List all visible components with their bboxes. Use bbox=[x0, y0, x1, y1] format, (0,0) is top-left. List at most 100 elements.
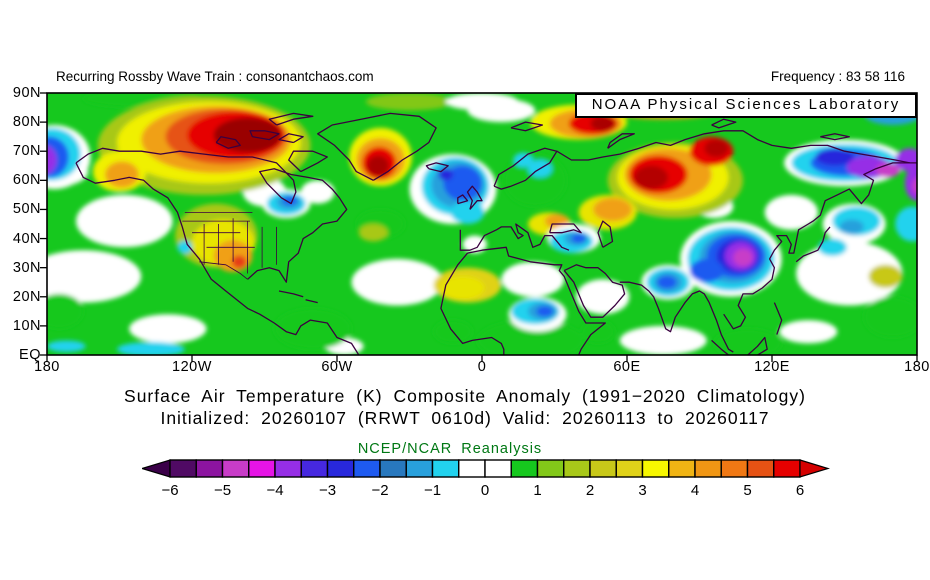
anomaly-blob bbox=[904, 165, 917, 201]
anomaly-blob bbox=[47, 340, 86, 353]
anomaly-blob bbox=[76, 194, 173, 248]
x-axis-label: 60E bbox=[613, 359, 641, 375]
coastline-path bbox=[723, 162, 917, 330]
anomaly-blob bbox=[764, 194, 818, 230]
colorbar-cell bbox=[746, 459, 775, 478]
colorbar-right-arrow bbox=[799, 459, 831, 478]
page-note-left: Recurring Rossby Wave Train : consonantc… bbox=[56, 69, 374, 84]
colorbar-cell bbox=[353, 459, 381, 478]
x-axis-label: 120E bbox=[754, 359, 790, 375]
anomaly-blob bbox=[462, 235, 487, 254]
anomaly-blob bbox=[733, 248, 753, 267]
anomaly-blob bbox=[912, 177, 917, 195]
plot-title: Surface Air Temperature (K) Composite An… bbox=[124, 386, 806, 406]
colorbar-tick-label: 6 bbox=[796, 482, 804, 499]
coastline-path bbox=[75, 162, 360, 355]
anomaly-blob bbox=[117, 341, 185, 355]
anomaly-blob bbox=[47, 250, 142, 303]
anomaly-blob bbox=[895, 206, 917, 242]
coastline-path bbox=[820, 133, 850, 141]
anomaly-blob bbox=[817, 238, 847, 257]
anomaly-blob bbox=[868, 264, 903, 289]
anomaly-blob bbox=[438, 168, 453, 181]
anomaly-map bbox=[40, 92, 918, 362]
y-axis-label: 10N bbox=[12, 317, 41, 334]
y-axis-label: 30N bbox=[12, 259, 41, 276]
coastline-path bbox=[305, 299, 318, 304]
coastline-path bbox=[466, 185, 483, 210]
anomaly-blob bbox=[47, 145, 57, 175]
coastline-path bbox=[493, 147, 558, 190]
anomaly-blob bbox=[779, 320, 838, 344]
anomaly-blob bbox=[815, 148, 855, 166]
anomaly-blob bbox=[282, 196, 298, 206]
y-axis-label: 70N bbox=[12, 143, 41, 160]
colorbar-cell bbox=[326, 459, 355, 478]
plot-subtitle: Initialized: 20260107 (RRWT 0610d) Valid… bbox=[160, 408, 770, 428]
colorbar-tick-label: −6 bbox=[161, 482, 178, 499]
noaa-psl-label-box: NOAA Physical Sciences Laboratory bbox=[575, 93, 917, 118]
colorbar-cell bbox=[274, 459, 302, 478]
colorbar-caption: NCEP/NCAR Reanalysis bbox=[357, 441, 543, 457]
anomaly-blob bbox=[366, 93, 453, 111]
anomaly-blob bbox=[358, 224, 388, 242]
coastline-path bbox=[467, 246, 606, 355]
anomaly-blob bbox=[536, 306, 554, 317]
anomaly-blob bbox=[231, 255, 247, 269]
colorbar-cell bbox=[169, 459, 197, 478]
coastline-path bbox=[457, 194, 469, 205]
anomaly-blob bbox=[351, 258, 444, 306]
anomaly-blob bbox=[300, 180, 335, 204]
y-axis-label: 90N bbox=[12, 85, 41, 101]
coastline-path bbox=[556, 130, 910, 164]
colorbar-cell bbox=[300, 459, 329, 478]
colorbar-cell bbox=[536, 459, 565, 478]
coastline-path bbox=[549, 223, 582, 234]
anomaly-blob bbox=[544, 213, 569, 229]
coastline-path bbox=[711, 118, 737, 129]
colorbar-cell bbox=[589, 459, 617, 478]
colorbar-cell bbox=[221, 459, 250, 478]
y-axis-label: EQ bbox=[19, 347, 41, 363]
anomaly-blob bbox=[501, 261, 565, 297]
colorbar-tick-label: 1 bbox=[533, 482, 541, 499]
colorbar-cell bbox=[379, 459, 407, 478]
anomaly-blob bbox=[634, 165, 669, 190]
anomaly-blob bbox=[571, 234, 586, 243]
anomaly-blob bbox=[839, 219, 864, 235]
coastline-path bbox=[773, 302, 783, 335]
anomaly-blob bbox=[367, 155, 389, 176]
coastline-path bbox=[75, 147, 294, 181]
colorbar-cell bbox=[195, 459, 224, 478]
coastline-path bbox=[510, 121, 544, 132]
coastline-path bbox=[597, 220, 614, 248]
anomaly-blob bbox=[477, 320, 584, 355]
colorbar-tick-label: −4 bbox=[266, 482, 283, 499]
colorbar-cell bbox=[458, 459, 486, 478]
colorbar-cell bbox=[405, 459, 434, 478]
coastline-path bbox=[619, 281, 734, 353]
anomaly-blob bbox=[714, 328, 782, 355]
colorbar-tick-label: 2 bbox=[586, 482, 594, 499]
us-state-borders bbox=[182, 212, 277, 280]
colorbar-cell bbox=[615, 459, 644, 478]
colorbar-cell bbox=[720, 459, 749, 478]
coastline-path bbox=[607, 133, 635, 149]
colorbar-cell bbox=[668, 459, 696, 478]
coastline-path bbox=[440, 252, 505, 355]
coastline-path bbox=[247, 168, 348, 283]
anomaly-blob bbox=[105, 161, 139, 188]
colorbar-cell bbox=[484, 459, 512, 478]
colorbar-cell bbox=[563, 459, 591, 478]
y-axis-label: 20N bbox=[12, 288, 41, 305]
y-axis-label: 60N bbox=[12, 172, 41, 189]
coastline-path bbox=[288, 150, 328, 173]
x-axis-label: 120W bbox=[172, 359, 212, 375]
colorbar-cell bbox=[641, 459, 670, 478]
colorbar-tick-label: 0 bbox=[481, 482, 489, 499]
coastline-path bbox=[425, 162, 449, 173]
anomaly-blob bbox=[213, 117, 282, 153]
anomaly-blob bbox=[593, 197, 632, 222]
anomaly-blob bbox=[129, 314, 207, 344]
anomaly-blob bbox=[704, 139, 729, 158]
